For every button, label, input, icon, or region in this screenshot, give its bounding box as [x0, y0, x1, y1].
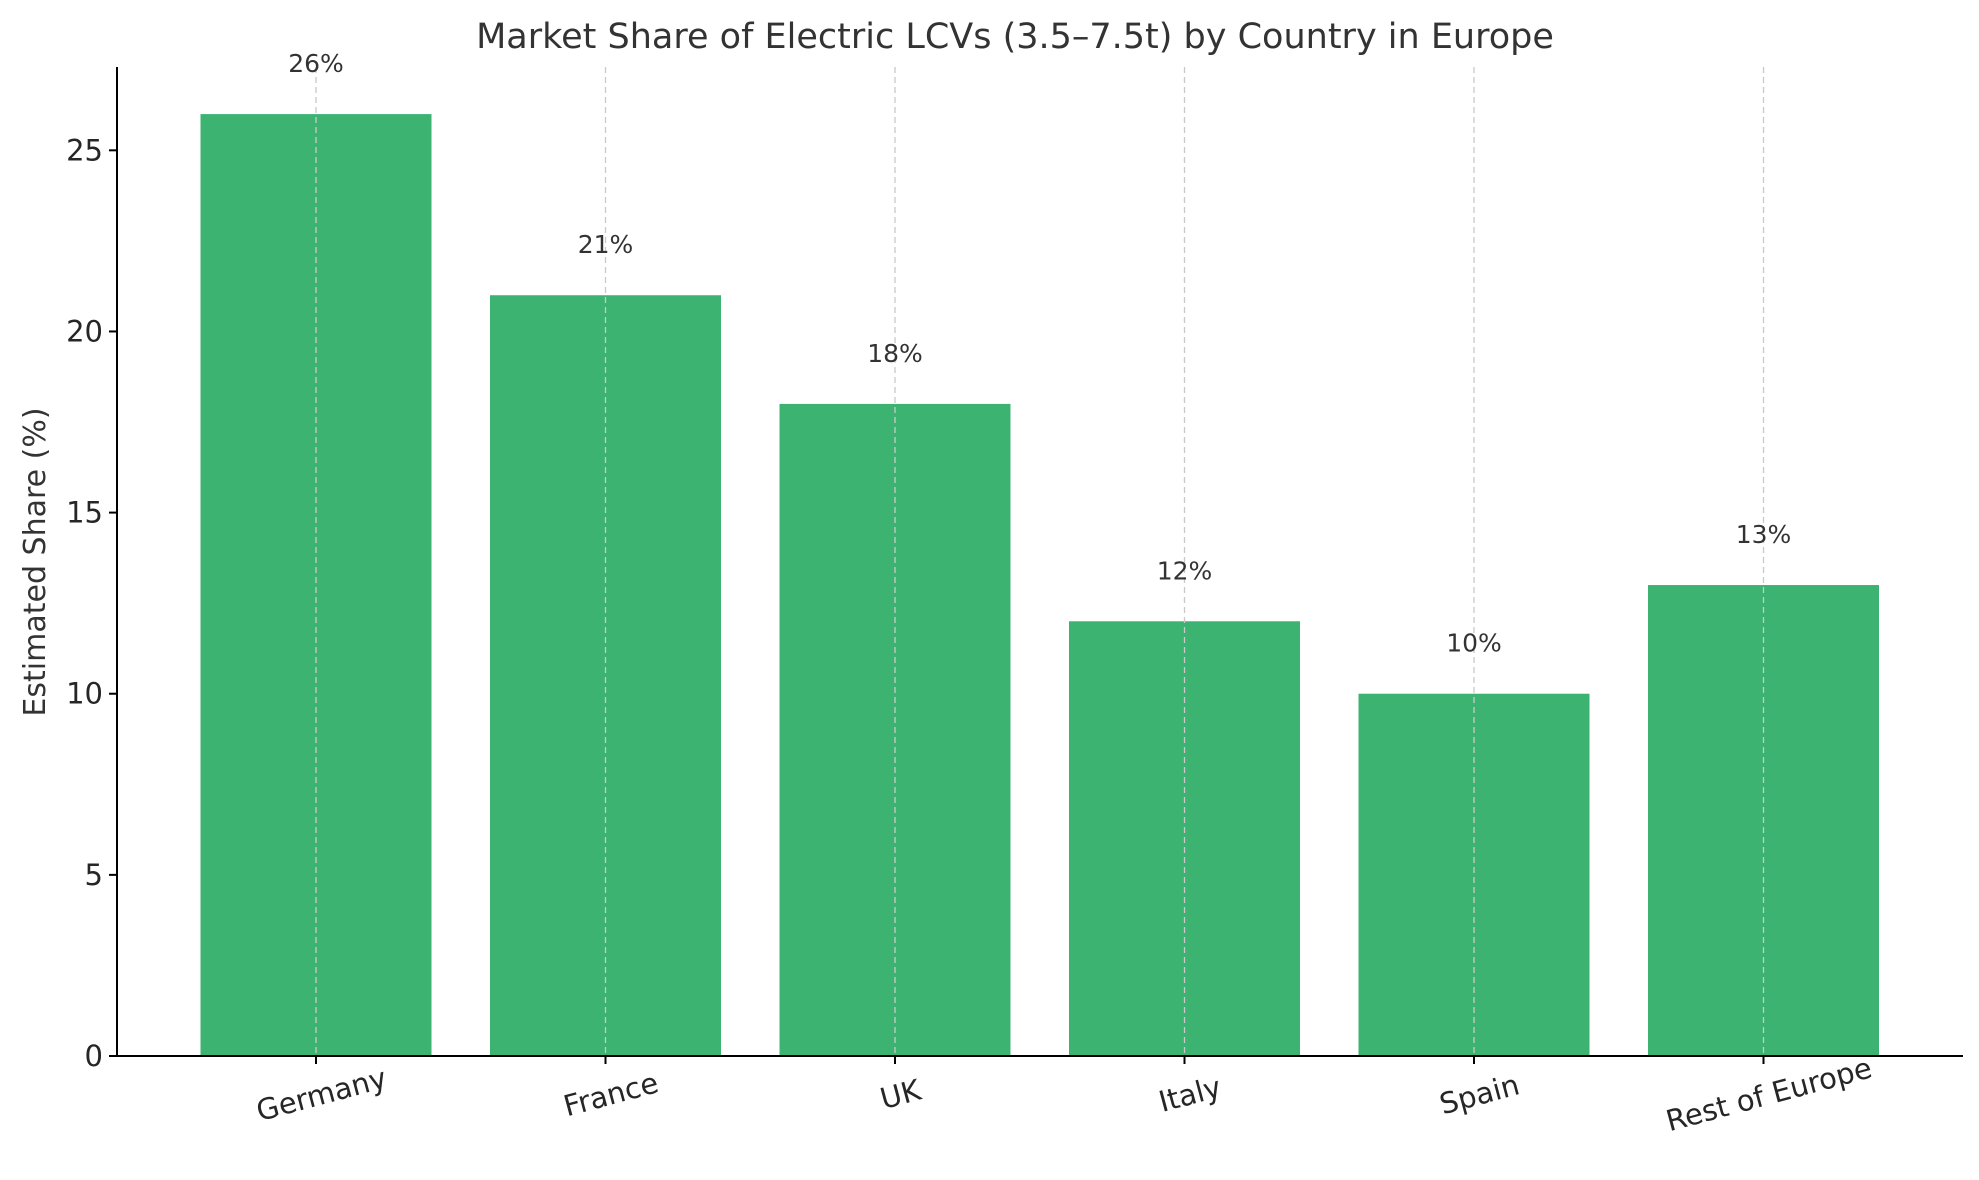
grid-layer [315, 67, 1765, 1056]
chart-title: Market Share of Electric LCVs (3.5–7.5t)… [476, 17, 1554, 57]
value-label-2: 18% [867, 339, 923, 368]
x-tick-label-2: UK [877, 1072, 926, 1116]
x-tick-label-4: Spain [1436, 1067, 1523, 1121]
x-tick-label-3: Italy [1155, 1070, 1225, 1119]
x-tick-label-1: France [560, 1065, 662, 1123]
x-tick-label-5: Rest of Europe [1662, 1051, 1875, 1139]
value-label-4: 10% [1446, 629, 1502, 658]
value-label-5: 13% [1736, 520, 1792, 549]
axes-layer [109, 67, 1963, 1064]
y-tick-label-5: 25 [66, 133, 103, 167]
bar-0 [200, 114, 432, 1057]
value-label-3: 12% [1157, 556, 1213, 585]
y-tick-label-3: 15 [66, 496, 103, 530]
bars-layer [200, 114, 1879, 1057]
y-tick-label-0: 0 [85, 1039, 103, 1073]
y-tick-label-1: 5 [85, 858, 103, 892]
value-label-1: 21% [578, 230, 634, 259]
y-tick-label-2: 10 [66, 677, 103, 711]
value-label-0: 26% [288, 49, 344, 78]
y-tick-label-4: 20 [66, 314, 103, 348]
y-axis-label: Estimated Share (%) [18, 407, 53, 716]
x-tick-label-0: Germany [253, 1061, 391, 1128]
bar-4 [1358, 693, 1590, 1056]
